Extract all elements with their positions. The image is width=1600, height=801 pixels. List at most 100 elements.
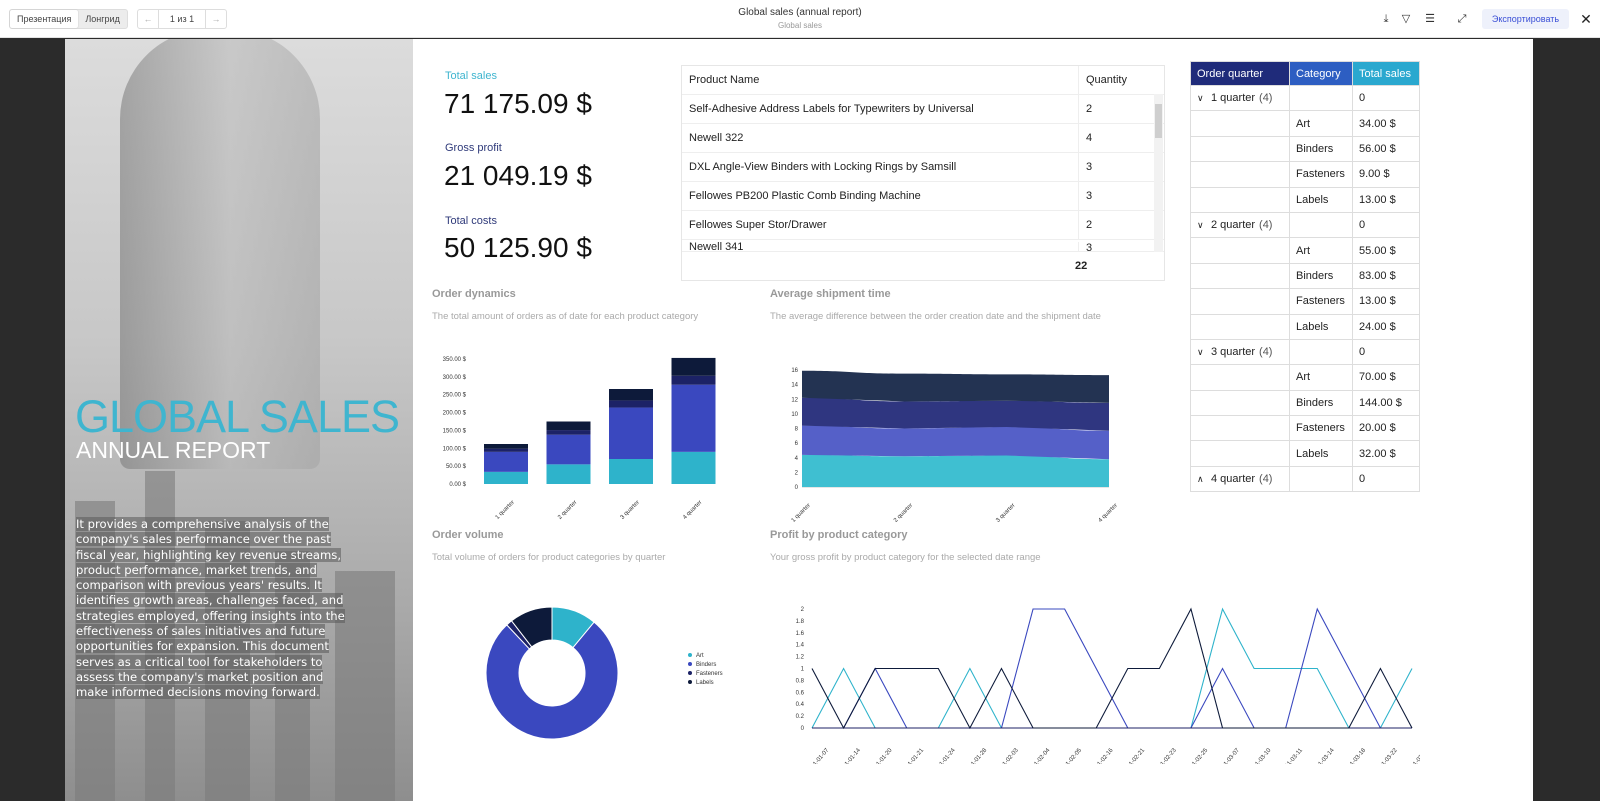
product-name-cell: Self-Adhesive Address Labels for Typewri… xyxy=(682,95,1079,123)
x-tick-label: 3 quarter xyxy=(995,503,1016,522)
bar-segment xyxy=(609,459,653,484)
download-icon[interactable]: ⤓ xyxy=(1383,13,1389,25)
product-table[interactable]: Product Name Quantity Self-Adhesive Addr… xyxy=(681,65,1165,281)
pivot-item-row: Art 55.00 $ xyxy=(1190,237,1420,264)
hero-description: It provides a comprehensive analysis of … xyxy=(76,517,345,700)
pivot-header-total-sales[interactable]: Total sales xyxy=(1352,61,1420,86)
y-tick-label: 16 xyxy=(791,368,798,374)
x-tick-label: 1 quarter xyxy=(495,500,516,521)
column-header-product-name[interactable]: Product Name xyxy=(682,66,1079,94)
legend-label: Fasteners xyxy=(696,671,723,677)
bar-segment xyxy=(484,448,528,452)
area-series xyxy=(802,425,1109,460)
chevron-up-icon[interactable]: ∧ xyxy=(1197,474,1204,485)
y-tick-label: 1.8 xyxy=(796,619,805,625)
pivot-group-row[interactable]: ∨ 2 quarter (4) 0 xyxy=(1190,211,1420,239)
x-tick-label: 2011-02-25 xyxy=(1185,747,1209,764)
list-icon[interactable]: ☰ xyxy=(1425,13,1435,25)
scrollbar-thumb[interactable] xyxy=(1155,104,1162,138)
kpi-total-costs-label: Total costs xyxy=(445,215,497,227)
pivot-group-cell[interactable]: ∨ 1 quarter (4) xyxy=(1190,84,1290,112)
y-tick-label: 8 xyxy=(795,427,799,433)
table-row[interactable]: Self-Adhesive Address Labels for Typewri… xyxy=(682,95,1164,124)
pivot-group-label: 2 quarter xyxy=(1211,219,1256,232)
quantity-cell: 3 xyxy=(1086,161,1093,173)
y-tick-label: 1.4 xyxy=(796,643,805,649)
pivot-group-cell[interactable]: ∧ 4 quarter (4) xyxy=(1190,465,1290,493)
x-tick-label: 2 quarter xyxy=(557,500,578,521)
pivot-item-row: Binders 144.00 $ xyxy=(1190,389,1420,417)
export-button[interactable]: Экспортировать xyxy=(1482,9,1569,29)
pivot-total-cell: 20.00 $ xyxy=(1352,415,1420,442)
y-tick-label: 1 xyxy=(801,667,805,673)
order-volume-chart: Art Binders Fasteners Labels xyxy=(485,606,723,740)
bar-segment xyxy=(671,384,716,452)
y-tick-label: 14 xyxy=(791,383,798,389)
pivot-category-cell: Art xyxy=(1289,237,1353,264)
pivot-category-cell: Fasteners xyxy=(1289,288,1353,315)
kpi-gross-profit-label: Gross profit xyxy=(445,142,502,154)
table-row[interactable]: DXL Angle-View Binders with Locking Ring… xyxy=(682,153,1164,182)
order-dynamics-chart: 0.00 $ 50.00 $ 100.00 $ 150.00 $ 200.00 $ 250… xyxy=(443,357,716,521)
pivot-header-category[interactable]: Category xyxy=(1289,61,1353,86)
bar-segment xyxy=(484,471,528,484)
hero-background-image xyxy=(120,39,320,469)
bar-segment xyxy=(546,464,591,484)
chevron-down-icon[interactable]: ∨ xyxy=(1197,220,1204,231)
table-row[interactable]: Newell 341 3 xyxy=(682,240,1164,252)
quantity-cell: 3 xyxy=(1086,190,1093,202)
mode-longread-tab[interactable]: Лонгрид xyxy=(85,14,120,24)
hero-subtitle: ANNUAL REPORT xyxy=(76,437,271,463)
pivot-group-cell[interactable]: ∨ 2 quarter (4) xyxy=(1190,211,1290,239)
pivot-item-row: Art 34.00 $ xyxy=(1190,110,1420,137)
product-name-cell: Newell 341 xyxy=(682,241,1079,251)
close-icon[interactable]: ✕ xyxy=(1580,11,1592,27)
pivot-table: Order quarter Category Total sales ∨ 1 qu… xyxy=(1190,61,1420,493)
table-row[interactable]: Fellowes Super Stor/Drawer 2 xyxy=(682,211,1164,240)
pivot-group-row[interactable]: ∧ 4 quarter (4) 0 xyxy=(1190,465,1420,493)
pivot-quarter-cell xyxy=(1190,262,1290,290)
bar-segment xyxy=(484,451,528,472)
bar-segment xyxy=(546,434,591,465)
legend-label: Art xyxy=(696,653,704,659)
table-scrollbar[interactable] xyxy=(1154,94,1163,252)
pivot-quarter-cell xyxy=(1190,110,1290,137)
chevron-down-icon[interactable]: ∨ xyxy=(1197,93,1204,104)
page-indicator[interactable]: 1 из 1 xyxy=(158,10,206,28)
pivot-quarter-cell xyxy=(1190,440,1290,467)
document-title: Global sales (annual report) xyxy=(738,7,862,18)
pivot-header-order-quarter[interactable]: Order quarter xyxy=(1190,61,1290,86)
table-row[interactable]: Fellowes PB200 Plastic Comb Binding Mach… xyxy=(682,182,1164,211)
pivot-total-cell: 24.00 $ xyxy=(1352,313,1420,340)
quantity-total: 22 xyxy=(1075,260,1088,272)
bar-segment xyxy=(609,400,653,408)
kpi-total-sales-label: Total sales xyxy=(445,70,497,82)
pivot-group-row[interactable]: ∨ 1 quarter (4) 0 xyxy=(1190,84,1420,112)
next-page-icon[interactable]: → xyxy=(211,14,221,24)
filter-icon[interactable]: ▽ xyxy=(1401,13,1411,25)
donut-slice xyxy=(485,621,619,740)
pivot-quarter-cell xyxy=(1190,186,1290,213)
pivot-quarter-cell xyxy=(1190,364,1290,391)
pivot-category-cell: Labels xyxy=(1289,440,1353,467)
bar-segment xyxy=(546,430,591,435)
fullscreen-icon[interactable]: ⤢ xyxy=(1457,13,1467,25)
prev-page-icon[interactable]: ← xyxy=(143,14,153,24)
pivot-item-row: Fasteners 20.00 $ xyxy=(1190,415,1420,442)
column-header-quantity[interactable]: Quantity xyxy=(1086,74,1127,86)
order-volume-title: Order volume xyxy=(432,529,504,541)
x-tick-label: 2011-03-14 xyxy=(1312,747,1336,764)
pivot-group-cell[interactable]: ∨ 3 quarter (4) xyxy=(1190,338,1290,366)
y-tick-label: 0.2 xyxy=(796,714,805,720)
pivot-total-cell: 0 xyxy=(1352,465,1420,493)
product-table-header: Product Name Quantity xyxy=(682,66,1164,95)
pivot-group-row[interactable]: ∨ 3 quarter (4) 0 xyxy=(1190,338,1420,366)
chevron-down-icon[interactable]: ∨ xyxy=(1197,347,1204,358)
area-series xyxy=(802,397,1109,431)
legend-marker xyxy=(688,653,692,657)
table-row[interactable]: Newell 322 4 xyxy=(682,124,1164,153)
pivot-total-cell: 32.00 $ xyxy=(1352,440,1420,467)
quantity-cell: 3 xyxy=(1086,242,1093,252)
mode-presentation-tab[interactable]: Презентация xyxy=(10,10,79,28)
pivot-quarter-cell xyxy=(1190,415,1290,442)
